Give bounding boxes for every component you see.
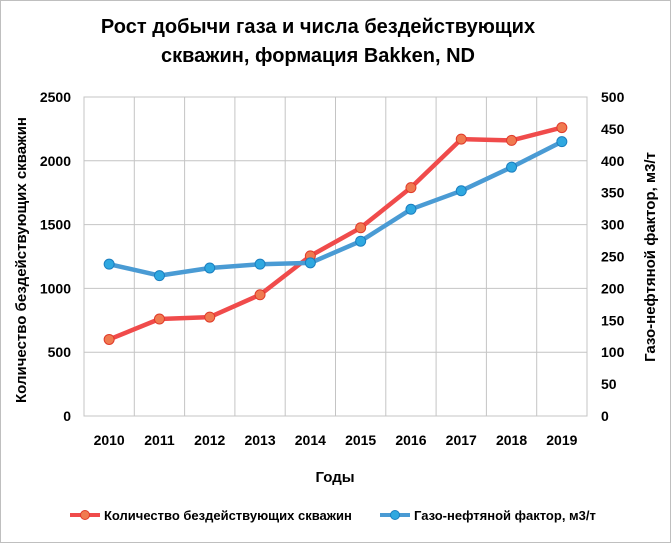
x-tick-label: 2018 [496,432,527,448]
series-1-point [556,136,568,148]
y-tick-label: 2500 [40,89,71,105]
x-tick-label: 2017 [446,432,477,448]
x-tick-label: 2015 [345,432,376,448]
x-tick-label: 2011 [144,432,175,448]
y-tick-label: 1500 [40,217,71,233]
x-tick-label: 2019 [546,432,577,448]
series-line-0 [106,125,565,342]
legend-label-wells: Количество бездействующих скважин [104,508,352,523]
y-tick-label: 0 [63,408,71,424]
legend-label-gor: Газо-нефтяной фактор, м3/т [414,508,596,523]
x-tick-label: 2010 [94,432,125,448]
y2-tick-label: 150 [601,312,625,328]
y-axis-title: Количество бездействующих скважин [13,117,30,403]
y2-axis-title: Газо-нефтяной фактор, м3/т [642,152,659,362]
x-tick-label: 2013 [244,432,275,448]
series-1-point [103,258,115,270]
series-layer [103,122,568,345]
series-1-point [455,185,467,197]
series-0-point [506,134,518,146]
legend-marker-wells [80,510,90,520]
chart-title-line-1: Рост добычи газа и числа бездействующих [101,16,535,38]
series-1-point [355,235,367,247]
y-tick-label: 2000 [40,153,71,169]
y2-tick-label: 200 [601,280,625,296]
legend-item-gor: Газо-нефтяной фактор, м3/т [380,508,596,523]
series-1-point [405,203,417,215]
y2-tick-label: 300 [601,217,625,233]
series-line-1 [106,139,565,278]
series-1-point [506,161,518,173]
series-0-point [204,311,216,323]
series-1-point [204,262,216,274]
chart-title-line-2: скважин, формация Bakken, ND [161,45,475,67]
y-tick-label: 500 [48,344,72,360]
y2-tick-label: 450 [601,121,625,137]
legend-marker-gor [390,510,400,520]
series-1-point [254,258,266,270]
legend: Количество бездействующих скважин Газо-н… [70,508,596,523]
series-1-point [153,270,165,282]
y2-tick-label: 0 [601,408,609,424]
y-tick-label: 1000 [40,280,71,296]
series-0-point [254,289,266,301]
y2-tick-label: 50 [601,376,617,392]
y2-tick-label: 250 [601,249,625,265]
series-0-point [355,222,367,234]
x-tick-label: 2014 [295,432,326,448]
y2-tick-label: 400 [601,153,625,169]
series-0-point [405,182,417,194]
series-0-point [103,333,115,345]
x-tick-label: 2012 [194,432,225,448]
series-0-point [556,122,568,134]
x-axis-title: Годы [315,469,354,486]
x-tick-label: 2016 [395,432,426,448]
y2-tick-label: 350 [601,185,625,201]
tick-labels: 0 500 1000 1500 2000 2500 0 50 100 150 200 250 300 35… [40,89,625,448]
plot-area-border [83,96,588,417]
series-0-point [153,313,165,325]
series-0-point [455,133,467,145]
y2-tick-label: 100 [601,344,625,360]
legend-item-wells: Количество бездействующих скважин [70,508,352,523]
y2-tick-label: 500 [601,89,625,105]
series-1-point [304,257,316,269]
